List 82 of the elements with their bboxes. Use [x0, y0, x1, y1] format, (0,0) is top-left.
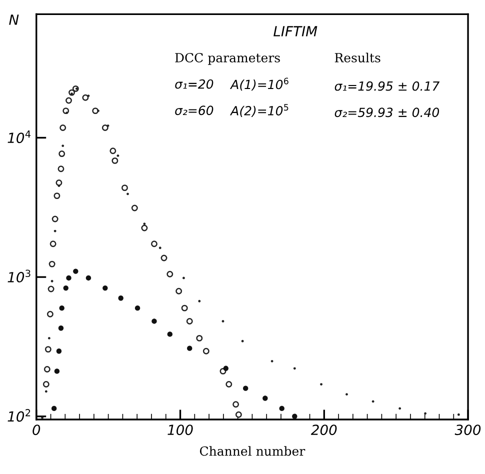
text: LIFTIM: [274, 26, 318, 36]
point: [58, 166, 64, 172]
point: [134, 305, 140, 311]
x-tick-label: 100: [168, 424, 193, 436]
y-axis-title: N: [9, 14, 19, 25]
point: [54, 368, 60, 374]
point: [66, 97, 72, 104]
point: [121, 184, 128, 192]
annotation: Results: [334, 52, 380, 62]
point: [110, 148, 116, 154]
x-tick-label: 200: [310, 424, 337, 436]
point: [50, 280, 54, 282]
point: [270, 360, 274, 362]
annotation: A(1)=10$^{6}$: [230, 78, 288, 91]
y-tick-label: 10$^{4}$: [8, 130, 31, 144]
point: [131, 204, 138, 212]
point: [187, 346, 192, 351]
point: [166, 270, 174, 278]
point: [457, 413, 460, 416]
point: [241, 340, 244, 342]
point: [242, 386, 248, 391]
point: [102, 285, 108, 291]
point: [196, 334, 203, 342]
point: [56, 348, 62, 354]
x-axis-title: Channel number: [200, 446, 306, 456]
annotation: σ₂=59.93 ± 0.40: [334, 108, 440, 118]
point: [51, 406, 57, 412]
point: [262, 396, 268, 401]
point: [186, 318, 193, 324]
point: [279, 406, 284, 412]
annotation: σ₁=19.95 ± 0.17: [334, 81, 440, 91]
point: [235, 411, 242, 418]
point: [58, 150, 66, 158]
point: [118, 296, 124, 301]
x-tick-label: 0: [32, 424, 40, 436]
point: [73, 268, 78, 274]
point: [198, 300, 201, 302]
point: [223, 366, 228, 371]
point: [202, 348, 210, 354]
point: [158, 246, 162, 250]
annotation: DCC parameters: [175, 52, 280, 65]
point: [152, 318, 157, 324]
point: [44, 346, 52, 353]
point: [112, 157, 118, 164]
point: [150, 240, 158, 248]
y-tick-label: 10$^{3}$: [8, 270, 30, 282]
point: [42, 381, 50, 388]
y-tick-label: 10$^{2}$: [8, 409, 30, 422]
annotation: σ₁=20: [175, 79, 214, 89]
point: [44, 366, 50, 372]
point: [167, 332, 172, 337]
point: [292, 414, 298, 419]
point: [181, 304, 188, 312]
point: [52, 216, 58, 222]
point: [58, 326, 64, 331]
point: [293, 367, 296, 370]
point: [54, 192, 60, 200]
x-tick-label: 300: [454, 424, 481, 436]
point: [232, 401, 240, 408]
point: [48, 286, 54, 292]
point: [50, 240, 56, 248]
point: [176, 288, 182, 294]
point: [60, 124, 66, 131]
point: [63, 285, 68, 291]
point: [141, 224, 148, 232]
point: [398, 407, 402, 410]
point: [86, 275, 92, 281]
point: [59, 305, 64, 311]
point: [62, 144, 64, 148]
point: [143, 222, 146, 226]
point: [56, 180, 62, 186]
point: [102, 124, 108, 131]
point: [82, 94, 89, 101]
annotation: A(2)=10$^{5}$: [230, 104, 288, 117]
annotation: σ₂=60: [175, 106, 214, 116]
point: [92, 108, 99, 114]
point: [44, 390, 48, 393]
point: [48, 260, 56, 268]
point: [66, 275, 72, 281]
point: [46, 310, 54, 318]
point: [226, 381, 232, 388]
point: [160, 254, 168, 262]
